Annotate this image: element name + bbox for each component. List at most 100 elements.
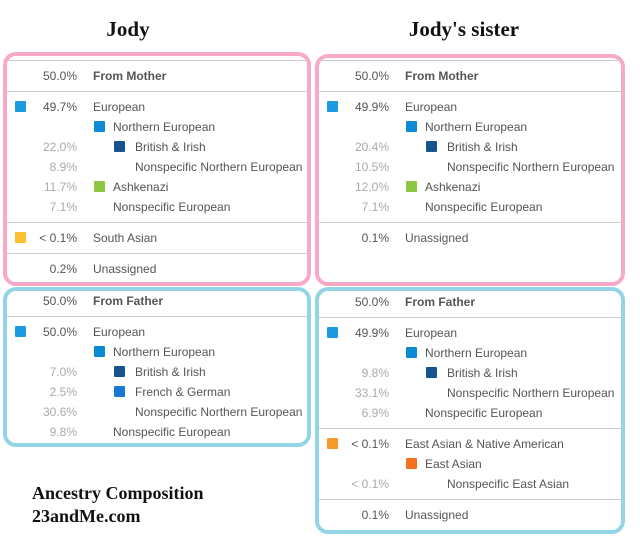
color-swatch-icon [114,366,125,377]
percentage: 11.7% [43,180,77,194]
percentage: 49.7% [42,100,77,114]
population-label: European [405,100,458,114]
percentage: 0.2% [49,262,77,276]
ancestry-row-nonspecific-east-asian[interactable]: < 0.1% Nonspecific East Asian [319,474,621,494]
color-swatch-icon [15,232,26,243]
percentage: 49.9% [354,100,389,114]
percentage: 10.5% [354,160,389,174]
color-swatch-icon [94,181,105,192]
population-label: Unassigned [93,262,157,276]
ancestry-row-nonspecific-northern-european[interactable]: 30.6% Nonspecific Northern European [7,402,307,422]
ancestry-row-european[interactable]: 50.0% European [7,322,307,342]
ancestry-row-european[interactable]: 49.7% European [7,97,307,117]
population-label: East Asian [425,457,482,471]
ancestry-row-british-irish[interactable]: 20.4% British & Irish [319,137,621,157]
ancestry-row-northern-european[interactable]: Northern European [319,343,621,363]
percentage: 50.0% [354,69,389,83]
section: 50.0% From Mother [319,60,621,91]
footer-line2: 23andMe.com [32,506,141,526]
color-swatch-icon [327,438,338,449]
section: < 0.1% South Asian [7,222,307,253]
color-swatch-icon [15,101,26,112]
population-label: Northern European [113,120,216,134]
ancestry-row-ashkenazi[interactable]: 12.0% Ashkenazi [319,177,621,197]
sister-mother-panel: 50.0% From Mother 49.9% European Northern Eu… [315,54,625,286]
sister-father-panel: 50.0% From Father 49.9% European Northern Eu… [315,287,625,534]
ancestry-row-unassigned[interactable]: 0.1% Unassigned [319,228,621,248]
percentage: 50.0% [42,294,77,308]
color-swatch-icon [426,141,437,152]
ancestry-row-northern-european[interactable]: Northern European [319,117,621,137]
percentage: < 0.1% [351,477,389,491]
population-label: Unassigned [405,508,469,522]
percentage: 49.9% [354,326,389,340]
population-label: Unassigned [405,231,469,245]
ancestry-row-nonspecific-northern-european[interactable]: 33.1% Nonspecific Northern European [319,383,621,403]
ancestry-row-south-asian[interactable]: < 0.1% South Asian [7,228,307,248]
ancestry-row-british-irish[interactable]: 9.8% British & Irish [319,363,621,383]
population-label: Nonspecific Northern European [447,160,615,174]
percentage: 7.1% [49,200,77,214]
population-label: From Mother [93,69,167,83]
panel-content: 50.0% From Father 50.0% European Northern Eu… [7,286,307,447]
percentage: 50.0% [354,295,389,309]
footer-line1: Ancestry Composition [32,483,204,503]
section: 50.0% European Northern European 7.0% Britis… [7,316,307,447]
ancestry-row-nonspecific-northern-european[interactable]: 8.9% Nonspecific Northern European [7,157,307,177]
population-label: From Mother [405,69,479,83]
ancestry-row-northern-european[interactable]: Northern European [7,342,307,362]
ancestry-row-nonspecific-european[interactable]: 7.1% Nonspecific European [7,197,307,217]
percentage: 0.1% [361,231,389,245]
ancestry-row-northern-european[interactable]: Northern European [7,117,307,137]
section: < 0.1% East Asian & Native American East A… [319,428,621,499]
population-label: British & Irish [135,365,206,379]
title-jody: Jody [106,17,150,41]
percentage: 30.6% [42,405,77,419]
color-swatch-icon [327,327,338,338]
population-label: Nonspecific Northern European [447,386,615,400]
ancestry-row-british-irish[interactable]: 22.0% British & Irish [7,137,307,157]
ancestry-row-french-german[interactable]: 2.5% French & German [7,382,307,402]
population-label: From Father [405,295,476,309]
color-swatch-icon [94,346,105,357]
population-label: British & Irish [447,366,518,380]
color-swatch-icon [15,326,26,337]
ancestry-row-nonspecific-european[interactable]: 6.9% Nonspecific European [319,403,621,423]
ancestry-row-unassigned[interactable]: 0.2% Unassigned [7,259,307,279]
ancestry-row-nonspecific-european[interactable]: 9.8% Nonspecific European [7,422,307,442]
ancestry-row-from-father[interactable]: 50.0% From Father [319,292,621,312]
ancestry-row-unassigned[interactable]: 0.1% Unassigned [319,505,621,525]
ancestry-row-from-father[interactable]: 50.0% From Father [7,291,307,311]
percentage: 2.5% [49,385,77,399]
section: 0.1% Unassigned [319,222,621,253]
ancestry-row-from-mother[interactable]: 50.0% From Mother [319,66,621,86]
population-label: Nonspecific European [113,425,231,439]
population-label: Nonspecific Northern European [135,160,303,174]
color-swatch-icon [327,101,338,112]
section: 50.0% From Father [7,286,307,316]
population-label: Northern European [425,346,528,360]
section: 50.0% From Father [319,287,621,317]
panel-content: 50.0% From Father 49.9% European Northern Eu… [319,287,621,530]
population-label: South Asian [93,231,158,245]
ancestry-row-nonspecific-european[interactable]: 7.1% Nonspecific European [319,197,621,217]
ancestry-row-east-asian[interactable]: East Asian [319,454,621,474]
percentage: 7.0% [49,365,77,379]
ancestry-row-east-asian-native-american[interactable]: < 0.1% East Asian & Native American [319,434,621,454]
population-label: Nonspecific Northern European [135,405,303,419]
percentage: 7.1% [361,200,389,214]
ancestry-row-european[interactable]: 49.9% European [319,97,621,117]
population-label: European [93,100,146,114]
ancestry-row-british-irish[interactable]: 7.0% British & Irish [7,362,307,382]
color-swatch-icon [406,458,417,469]
population-label: European [93,325,146,339]
ancestry-row-ashkenazi[interactable]: 11.7% Ashkenazi [7,177,307,197]
ancestry-row-from-mother[interactable]: 50.0% From Mother [7,66,307,86]
population-label: From Father [93,294,164,308]
percentage: 22.0% [42,140,77,154]
section: 0.1% Unassigned [319,499,621,530]
color-swatch-icon [114,386,125,397]
ancestry-row-european[interactable]: 49.9% European [319,323,621,343]
population-label: British & Irish [447,140,518,154]
ancestry-row-nonspecific-northern-european[interactable]: 10.5% Nonspecific Northern European [319,157,621,177]
